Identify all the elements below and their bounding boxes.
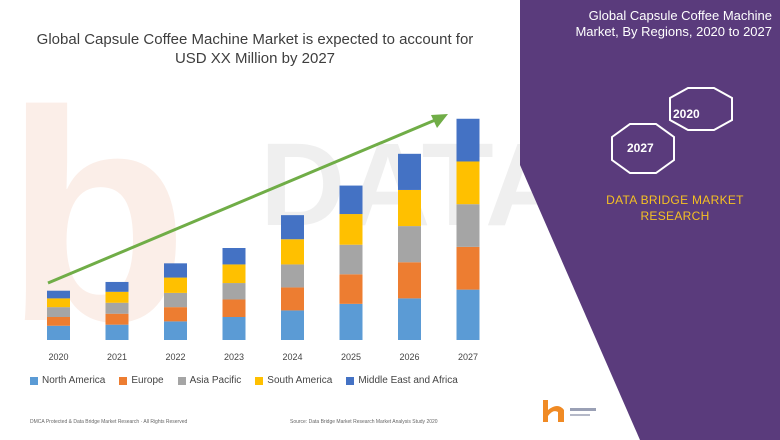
legend-item: North America [30, 375, 105, 386]
bar-2021-series-1 [105, 313, 129, 325]
legend-swatch [255, 376, 264, 385]
bar-2025-series-3 [339, 214, 363, 245]
legend-swatch [177, 376, 186, 385]
footer-left: DMCA Protected & Data Bridge Market Rese… [30, 419, 188, 425]
hex-label-2020: 2020 [673, 107, 700, 121]
bar-2023-series-1 [222, 299, 246, 317]
bar-2023-series-0 [222, 317, 246, 340]
x-tick-label: 2022 [165, 352, 185, 362]
bar-2021-series-4 [105, 281, 129, 292]
legend-swatch [346, 376, 355, 385]
hexagon-2027 [611, 123, 675, 174]
panel-background [520, 0, 780, 440]
bar-2021-series-0 [105, 324, 129, 340]
bar-2024-series-2 [281, 264, 304, 288]
hex-label-2027: 2027 [627, 141, 654, 155]
bar-2025-series-1 [339, 274, 363, 304]
legend-label: Europe [131, 375, 164, 386]
bar-2026-series-2 [398, 226, 421, 263]
logo-text-line [570, 414, 590, 416]
legend-label: Asia Pacific [189, 375, 242, 386]
x-tick-label: 2023 [224, 352, 244, 362]
bar-2026-series-4 [398, 153, 421, 190]
x-tick-label: 2025 [341, 352, 361, 362]
bar-2027-series-0 [456, 289, 480, 340]
legend-swatch [119, 376, 128, 385]
bar-2023-series-2 [222, 283, 246, 300]
trend-arrow-head [431, 114, 448, 128]
bar-2020-series-1 [47, 317, 70, 326]
legend-item: South America [255, 375, 332, 386]
x-tick-label: 2027 [458, 352, 478, 362]
bar-2022-series-3 [164, 277, 187, 293]
bar-2027-series-2 [456, 204, 480, 247]
bar-2026-series-3 [398, 189, 421, 227]
bar-2023-series-4 [222, 248, 246, 265]
bar-2027-series-3 [456, 161, 480, 205]
chart-title: Global Capsule Coffee Machine Market is … [36, 31, 474, 67]
watermark-logo-letter: b [5, 48, 188, 384]
legend-swatch [30, 376, 38, 385]
chart-legend: North America Europe Asia Pacific South Ame… [30, 375, 510, 386]
brand-logo [543, 400, 596, 422]
bar-2020-series-2 [47, 307, 70, 317]
panel-title: Global Capsule Coffee Machine Market, By… [575, 8, 772, 39]
logo-bar [543, 400, 548, 422]
x-tick-label: 2021 [107, 352, 127, 362]
bar-2020-series-0 [47, 325, 70, 340]
bar-2024-series-0 [281, 310, 304, 340]
bar-2022-series-2 [164, 292, 187, 308]
bar-2023-series-3 [222, 264, 246, 284]
bar-2025-series-4 [339, 185, 363, 215]
bar-2026-series-1 [398, 262, 421, 299]
hexagon-2020 [669, 87, 733, 131]
bar-2025-series-0 [339, 303, 363, 340]
legend-label: South America [267, 375, 333, 386]
bar-2020-series-3 [47, 298, 70, 308]
logo-curve [548, 406, 564, 422]
bar-2022-series-4 [164, 263, 187, 278]
logo-text-line [570, 408, 596, 411]
bar-2024-series-1 [281, 287, 304, 311]
legend-label: North America [42, 375, 106, 386]
x-tick-label: 2020 [48, 352, 68, 362]
footer-right: Source: Data Bridge Market Research Mark… [290, 419, 438, 425]
bar-2022-series-1 [164, 307, 187, 322]
bar-2022-series-0 [164, 321, 187, 340]
bar-2020-series-4 [47, 290, 70, 299]
bar-2027-series-4 [456, 118, 480, 162]
legend-label: Middle East and Africa [358, 375, 458, 386]
legend-item: Middle East and Africa [346, 375, 458, 386]
bar-2027-series-1 [456, 246, 480, 290]
bar-2021-series-2 [105, 302, 129, 314]
bar-2021-series-3 [105, 291, 129, 303]
trend-arrow [47, 114, 448, 285]
bar-2024-series-3 [281, 239, 304, 265]
trend-arrow-line [47, 116, 441, 285]
x-tick-label: 2026 [399, 352, 419, 362]
x-tick-label: 2024 [282, 352, 302, 362]
legend-item: Europe [119, 375, 164, 386]
panel-brand: DATA BRIDGE MARKET RESEARCH [606, 193, 744, 223]
bar-2026-series-0 [398, 298, 421, 340]
bar-2024-series-4 [281, 215, 304, 240]
bar-2025-series-2 [339, 244, 363, 275]
legend-item: Asia Pacific [177, 375, 242, 386]
